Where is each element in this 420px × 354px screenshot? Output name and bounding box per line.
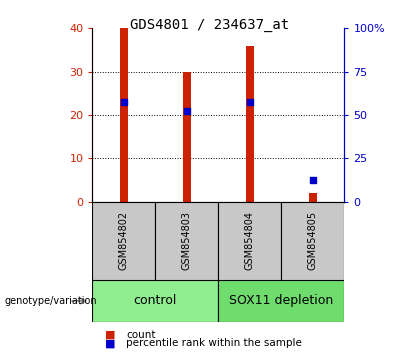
Text: ■: ■ [105, 330, 116, 339]
Text: GSM854802: GSM854802 [119, 211, 129, 270]
Bar [155, 202, 218, 280]
Text: count: count [126, 330, 155, 339]
Bar [92, 202, 155, 280]
Bar [281, 202, 344, 280]
Bar [218, 202, 281, 280]
Text: GDS4801 / 234637_at: GDS4801 / 234637_at [131, 18, 289, 32]
Bar [309, 193, 317, 202]
Text: GSM854805: GSM854805 [308, 211, 318, 270]
Bar [92, 280, 218, 322]
Text: GSM854804: GSM854804 [245, 211, 255, 270]
Text: percentile rank within the sample: percentile rank within the sample [126, 338, 302, 348]
Text: SOX11 depletion: SOX11 depletion [229, 295, 333, 307]
Text: control: control [134, 295, 177, 307]
Text: ■: ■ [105, 338, 116, 348]
Bar [246, 46, 254, 202]
Bar [120, 28, 128, 202]
Bar [218, 280, 344, 322]
Bar [183, 72, 191, 202]
Text: genotype/variation: genotype/variation [4, 296, 97, 306]
Text: GSM854803: GSM854803 [182, 211, 192, 270]
